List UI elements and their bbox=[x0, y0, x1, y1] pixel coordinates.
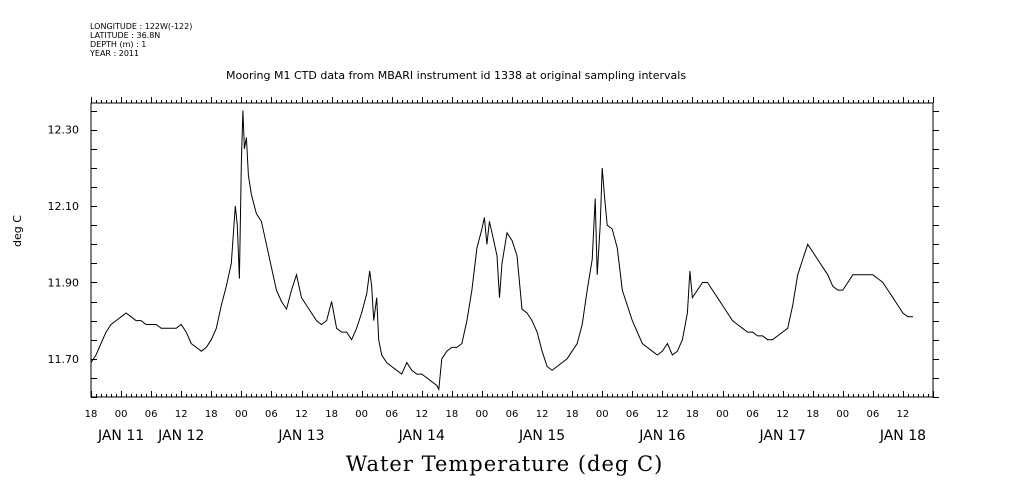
meta-year: YEAR : 2011 bbox=[90, 49, 140, 58]
chart-title: Mooring M1 CTD data from MBARI instrumen… bbox=[226, 69, 687, 82]
x-hour-tick-label: 12 bbox=[536, 409, 549, 420]
y-tick-label: 12.30 bbox=[48, 124, 80, 137]
x-hour-tick-label: 18 bbox=[445, 409, 458, 420]
x-day-label: JAN 18 bbox=[879, 428, 926, 444]
x-hour-tick-label: 00 bbox=[716, 409, 729, 420]
x-hour-tick-label: 00 bbox=[596, 409, 609, 420]
y-tick-label: 12.10 bbox=[48, 200, 80, 213]
x-day-label: JAN 11 bbox=[97, 428, 144, 444]
x-day-label: JAN 12 bbox=[157, 428, 204, 444]
x-hour-tick-label: 06 bbox=[746, 409, 759, 420]
x-hour-tick-label: 00 bbox=[355, 409, 368, 420]
x-hour-tick-label: 00 bbox=[115, 409, 128, 420]
x-hour-tick-label: 00 bbox=[476, 409, 489, 420]
x-day-label: JAN 13 bbox=[277, 428, 324, 444]
x-hour-tick-label: 06 bbox=[626, 409, 639, 420]
y-tick-label: 11.90 bbox=[48, 276, 80, 289]
x-day-label: JAN 14 bbox=[398, 428, 445, 444]
x-hour-tick-label: 18 bbox=[686, 409, 699, 420]
x-hour-tick-label: 06 bbox=[506, 409, 519, 420]
x-hour-tick-label: 18 bbox=[566, 409, 579, 420]
x-hour-tick-label: 12 bbox=[656, 409, 669, 420]
series-line bbox=[90, 110, 913, 392]
x-hour-tick-label: 12 bbox=[776, 409, 789, 420]
y-tick-label: 11.70 bbox=[48, 353, 80, 366]
x-hour-tick-label: 12 bbox=[175, 409, 188, 420]
x-hour-tick-label: 06 bbox=[385, 409, 398, 420]
x-day-label: JAN 15 bbox=[518, 428, 565, 444]
meta-latitude: LATITUDE : 36.8N bbox=[90, 31, 161, 40]
x-hour-tick-label: 12 bbox=[295, 409, 308, 420]
meta-longitude: LONGITUDE : 122W(-122) bbox=[90, 22, 193, 31]
x-hour-tick-label: 18 bbox=[85, 409, 98, 420]
meta-depth: DEPTH (m) : 1 bbox=[90, 40, 147, 49]
x-hour-tick-label: 18 bbox=[205, 409, 218, 420]
x-hour-tick-label: 06 bbox=[265, 409, 278, 420]
x-hour-tick-label: 00 bbox=[836, 409, 849, 420]
x-hour-tick-label: 18 bbox=[806, 409, 819, 420]
x-hour-tick-label: 12 bbox=[897, 409, 910, 420]
x-hour-tick-label: 12 bbox=[415, 409, 428, 420]
x-hour-tick-label: 06 bbox=[145, 409, 158, 420]
plot-frame bbox=[90, 102, 934, 398]
x-hour-tick-label: 18 bbox=[325, 409, 338, 420]
x-hour-tick-label: 06 bbox=[866, 409, 879, 420]
x-day-label: JAN 16 bbox=[638, 428, 685, 444]
x-day-label: JAN 17 bbox=[759, 428, 806, 444]
footer-title: Water Temperature (deg C) bbox=[345, 452, 664, 476]
x-hour-tick-label: 00 bbox=[235, 409, 248, 420]
